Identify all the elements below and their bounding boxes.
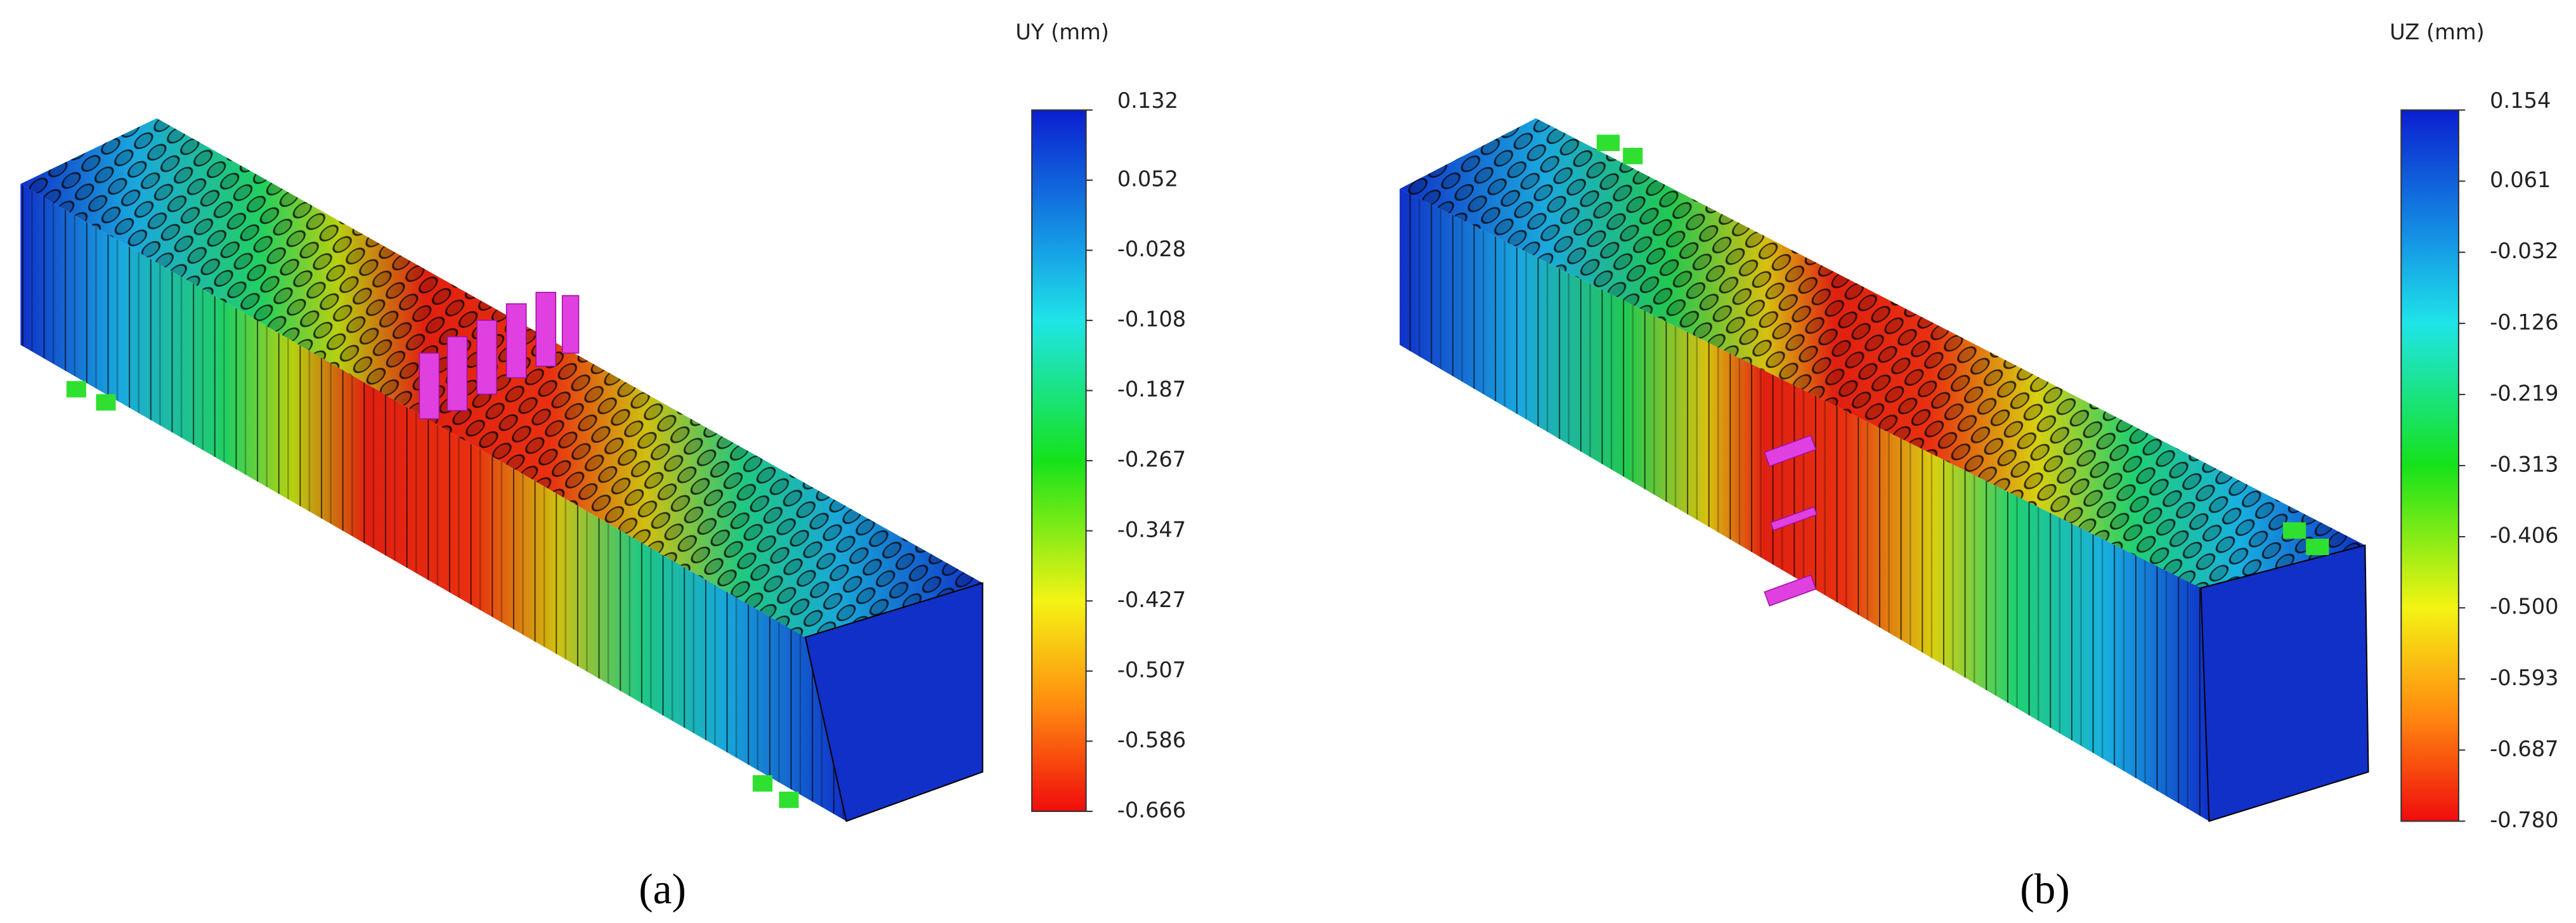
beam-b: [1400, 118, 2369, 822]
colorbar-tick-label: 0.132: [1117, 88, 1178, 113]
colorbar-tick-label: -0.126: [2490, 310, 2558, 334]
colorbar-tick-label: 0.061: [2490, 167, 2551, 192]
colorbar-tick-label: 0.154: [2490, 88, 2551, 113]
colorbar-tick-label: -0.586: [1117, 728, 1186, 752]
colorbar-tick-label: -0.780: [2490, 808, 2558, 832]
colorbar-tick-label: -0.313: [2490, 452, 2558, 476]
colorbar-tick-label: -0.593: [2490, 665, 2558, 690]
colorbar-title: UZ (mm): [2390, 20, 2485, 44]
colorbar-title: UY (mm): [1015, 20, 1109, 44]
colorbar-tick-label: -0.666: [1117, 797, 1186, 822]
colorbar-tick-label: -0.032: [2490, 239, 2558, 263]
colorbars: UY (mm) 0.132 0.052 -0.028 -0.108 -0.187 -0.26…: [639, 20, 2558, 913]
colorbar-tick-label: -0.687: [2490, 736, 2558, 761]
colorbar-tick-label: -0.108: [1117, 307, 1186, 332]
panel-caption: (b): [2020, 865, 2069, 913]
colorbar-tick-label: -0.028: [1117, 237, 1186, 261]
colorbar-tick-label: 0.052: [1117, 167, 1178, 192]
colorbar-tick-label: -0.187: [1117, 377, 1186, 402]
colorbar-tick-label: -0.507: [1117, 657, 1186, 682]
colorbar-tick-label: -0.427: [1117, 587, 1186, 612]
beam-a: [20, 118, 984, 822]
panel-caption: (a): [639, 865, 686, 913]
colorbar-tick-label: -0.267: [1117, 447, 1186, 472]
colorbar: [2400, 109, 2459, 822]
colorbar-tick-label: -0.406: [2490, 523, 2558, 548]
colorbar-tick-label: -0.219: [2490, 381, 2558, 405]
colorbar-tick-label: -0.500: [2490, 594, 2558, 619]
colorbar-tick-label: -0.347: [1117, 517, 1186, 542]
colorbar: [1031, 109, 1087, 812]
